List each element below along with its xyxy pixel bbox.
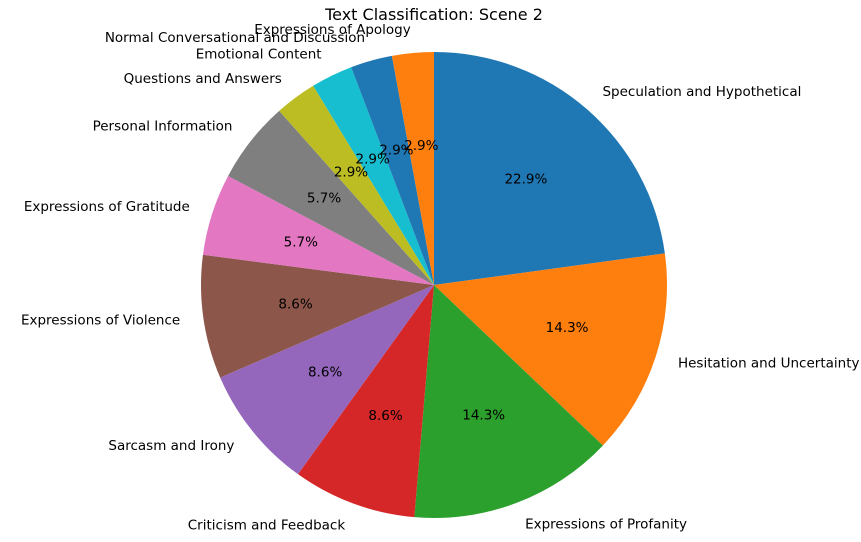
- pie-slice-expressions-of-profanity: [414, 285, 603, 518]
- pie-percent-label: 14.3%: [546, 320, 589, 336]
- pie-slice-personal-information: [228, 110, 434, 285]
- pie-category-label: Speculation and Hypothetical: [602, 84, 801, 100]
- pie-category-label: Hesitation and Uncertainty: [678, 356, 860, 372]
- pie-percent-label: 5.7%: [307, 191, 341, 207]
- pie-category-label: Expressions of Apology: [254, 22, 411, 38]
- pie-slice-expressions-of-violence: [201, 254, 434, 378]
- pie-slice-speculation-and-hypothetical: [434, 52, 665, 285]
- pie-percent-label: 2.9%: [404, 138, 438, 154]
- pie-percent-label: 22.9%: [504, 172, 547, 188]
- pie-percent-label: 2.9%: [379, 142, 413, 158]
- pie-category-label: Emotional Content: [196, 47, 322, 63]
- pie-category-label: Expressions of Violence: [21, 313, 180, 329]
- pie-category-label: Sarcasm and Irony: [108, 438, 234, 454]
- pie-category-label: Normal Conversational and Discussion: [105, 30, 365, 46]
- pie-percent-label: 2.9%: [356, 151, 390, 167]
- pie-percent-label: 8.6%: [308, 365, 342, 381]
- pie-percent-label: 8.6%: [278, 296, 312, 312]
- chart-title: Text Classification: Scene 2: [324, 5, 543, 24]
- pie-slice-expressions-of-apology: [391, 52, 434, 285]
- pie-category-label: Personal Information: [93, 119, 233, 135]
- pie-percent-label: 5.7%: [284, 235, 318, 251]
- pie-percent-label: 8.6%: [368, 408, 402, 424]
- pie-category-label: Expressions of Gratitude: [24, 199, 190, 215]
- pie-percent-label: 2.9%: [334, 165, 368, 181]
- pie-category-label: Expressions of Profanity: [525, 517, 687, 533]
- pie-slice-normal-conversational-and-discussion: [351, 55, 434, 285]
- pie-slice-expressions-of-gratitude: [202, 175, 434, 285]
- pie-percent-label: 14.3%: [462, 408, 505, 424]
- pie-category-label: Questions and Answers: [124, 71, 282, 87]
- pie-slices: [201, 52, 667, 518]
- pie-category-label: Criticism and Feedback: [188, 517, 346, 533]
- pie-percent-labels: 22.9%14.3%14.3%8.6%8.6%8.6%5.7%5.7%2.9%2…: [278, 138, 588, 424]
- pie-slice-sarcasm-and-irony: [220, 285, 434, 475]
- pie-slice-hesitation-and-uncertainty: [434, 253, 667, 446]
- pie-category-labels: Speculation and Hypothetical Hesitation a…: [21, 22, 860, 534]
- pie-slice-emotional-content: [313, 67, 434, 285]
- pie-slice-questions-and-answers: [279, 85, 434, 285]
- pie-slice-criticism-and-feedback: [297, 285, 434, 518]
